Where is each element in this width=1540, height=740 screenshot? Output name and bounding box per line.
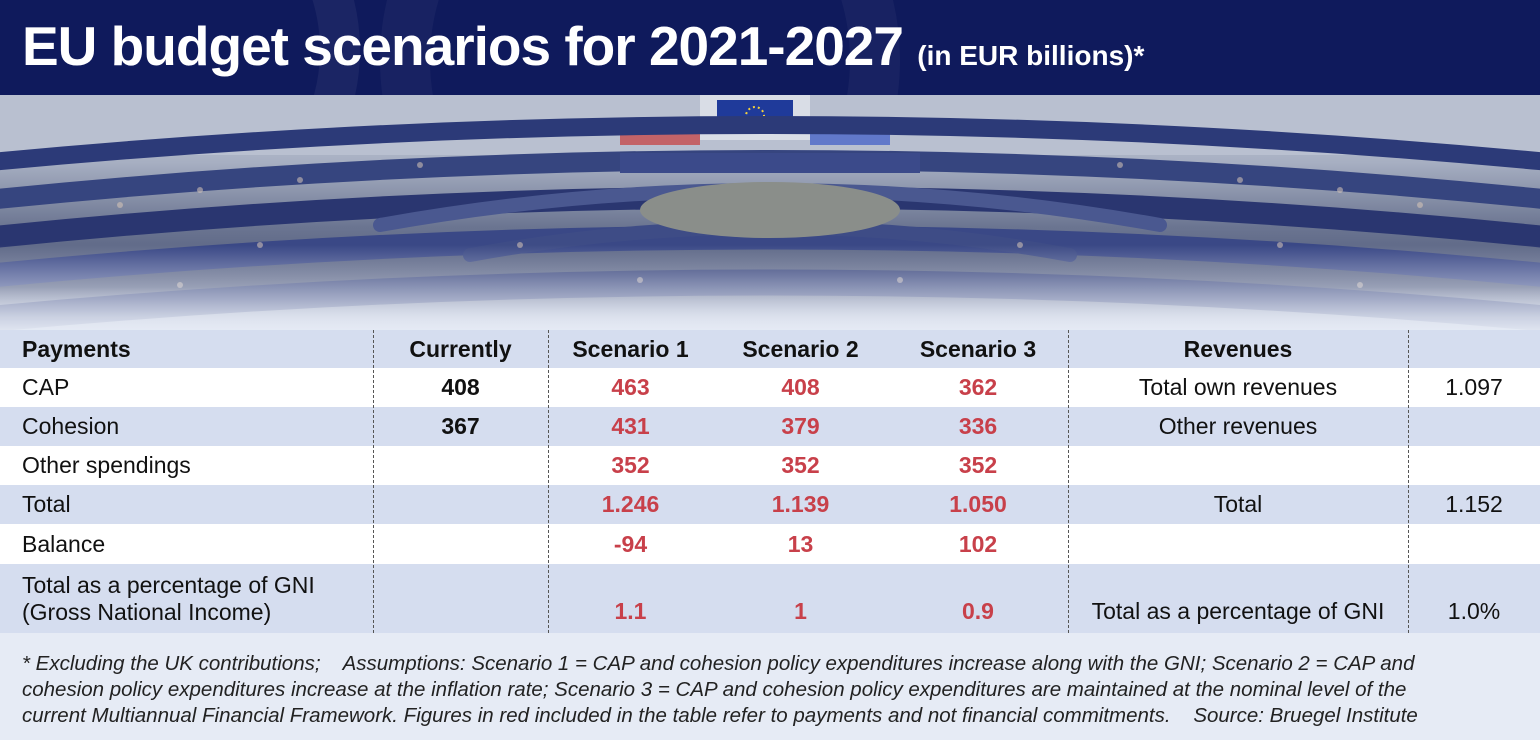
header-banner: EU budget scenarios for 2021-2027 (in EU… (0, 0, 1540, 95)
title-main: EU budget scenarios for 2021-2027 (22, 15, 904, 77)
row-label: Balance (22, 530, 106, 557)
revenue-value: 1.097 (1445, 374, 1503, 400)
value-scenario-3: 0.9 (962, 598, 994, 624)
value-scenario-1: 431 (611, 413, 650, 439)
col-header-currently: Currently (409, 335, 512, 362)
footnote-line: * Excluding the UK contributions; Assump… (22, 652, 1415, 675)
revenue-label (1068, 524, 1408, 564)
col-header-payments: Payments (22, 335, 131, 362)
revenue-label: Total own revenues (1138, 374, 1338, 400)
revenue-label: Total as a percentage of GNI (1091, 598, 1385, 624)
column-divider (373, 330, 374, 633)
value-currently (373, 485, 548, 524)
revenue-value (1408, 446, 1540, 485)
table-row: Balance -94 13 102 (0, 524, 1540, 564)
column-divider (1068, 330, 1069, 633)
page-title: EU budget scenarios for 2021-2027 (in EU… (22, 14, 1144, 78)
revenue-value: 1.152 (1445, 491, 1503, 517)
value-currently: 408 (441, 374, 480, 400)
column-divider (548, 330, 549, 633)
value-scenario-2: 408 (781, 374, 820, 400)
value-scenario-2: 352 (781, 452, 820, 478)
value-scenario-3: 336 (958, 413, 998, 439)
col-header-scenario-3: Scenario 3 (919, 335, 1037, 362)
value-currently (373, 524, 548, 564)
value-scenario-3: 102 (958, 530, 998, 557)
value-scenario-1: 352 (611, 452, 650, 478)
col-header-revenues: Revenues (1183, 335, 1293, 362)
row-label: Total (22, 491, 71, 517)
table-row: CAP 408 463 408 362 Total own revenues 1… (0, 368, 1540, 407)
title-subtitle: (in EUR billions)* (917, 40, 1145, 71)
value-scenario-2: 1 (794, 598, 807, 624)
value-currently (373, 446, 548, 485)
photo-fade-overlay (0, 245, 1540, 335)
value-currently: 367 (441, 413, 480, 439)
revenue-value (1408, 407, 1540, 446)
revenue-value (1408, 524, 1540, 564)
row-label-gni: Total as a percentage of GNI (Gross Nati… (0, 564, 373, 633)
table-row-gni: Total as a percentage of GNI (Gross Nati… (0, 564, 1540, 633)
value-scenario-2: 13 (787, 530, 814, 557)
revenue-label: Other revenues (1158, 413, 1318, 439)
row-label: Other spendings (22, 452, 191, 478)
value-scenario-1: 463 (611, 374, 650, 400)
row-label: Cohesion (22, 413, 120, 439)
decorative-swirl (0, 0, 360, 95)
revenue-label (1068, 446, 1408, 485)
value-scenario-3: 352 (958, 452, 998, 478)
table-row: Total 1.246 1.139 1.050 Total 1.152 (0, 485, 1540, 524)
parliament-hemicycle-photo (0, 95, 1540, 335)
decorative-swirl (380, 0, 900, 95)
column-divider (1408, 330, 1409, 633)
footnote-line: cohesion policy expenditures increase at… (22, 678, 1407, 701)
col-header-scenario-2: Scenario 2 (742, 335, 859, 362)
footnote: * Excluding the UK contributions; Assump… (22, 651, 1522, 729)
value-scenario-1: -94 (613, 530, 648, 557)
revenue-label: Total (1213, 491, 1263, 517)
table-row: Other spendings 352 352 352 (0, 446, 1540, 485)
revenue-value: 1.0% (1447, 598, 1501, 624)
row-label-gni-line1: Total as a percentage of GNI (22, 571, 315, 598)
row-label-gni-line2: (Gross National Income) (22, 598, 272, 625)
table-row: Cohesion 367 431 379 336 Other revenues (0, 407, 1540, 446)
value-scenario-3: 1.050 (949, 491, 1007, 517)
value-scenario-1: 1.246 (601, 491, 660, 517)
value-scenario-3: 362 (958, 374, 998, 400)
col-header-scenario-1: Scenario 1 (572, 335, 689, 362)
footnote-line: current Multiannual Financial Framework.… (22, 704, 1418, 727)
table-header-row: Payments Currently Scenario 1 Scenario 2… (0, 330, 1540, 368)
value-scenario-1: 1.1 (614, 598, 647, 624)
value-scenario-2: 1.139 (771, 491, 830, 517)
row-label: CAP (22, 374, 70, 400)
value-scenario-2: 379 (781, 413, 820, 439)
